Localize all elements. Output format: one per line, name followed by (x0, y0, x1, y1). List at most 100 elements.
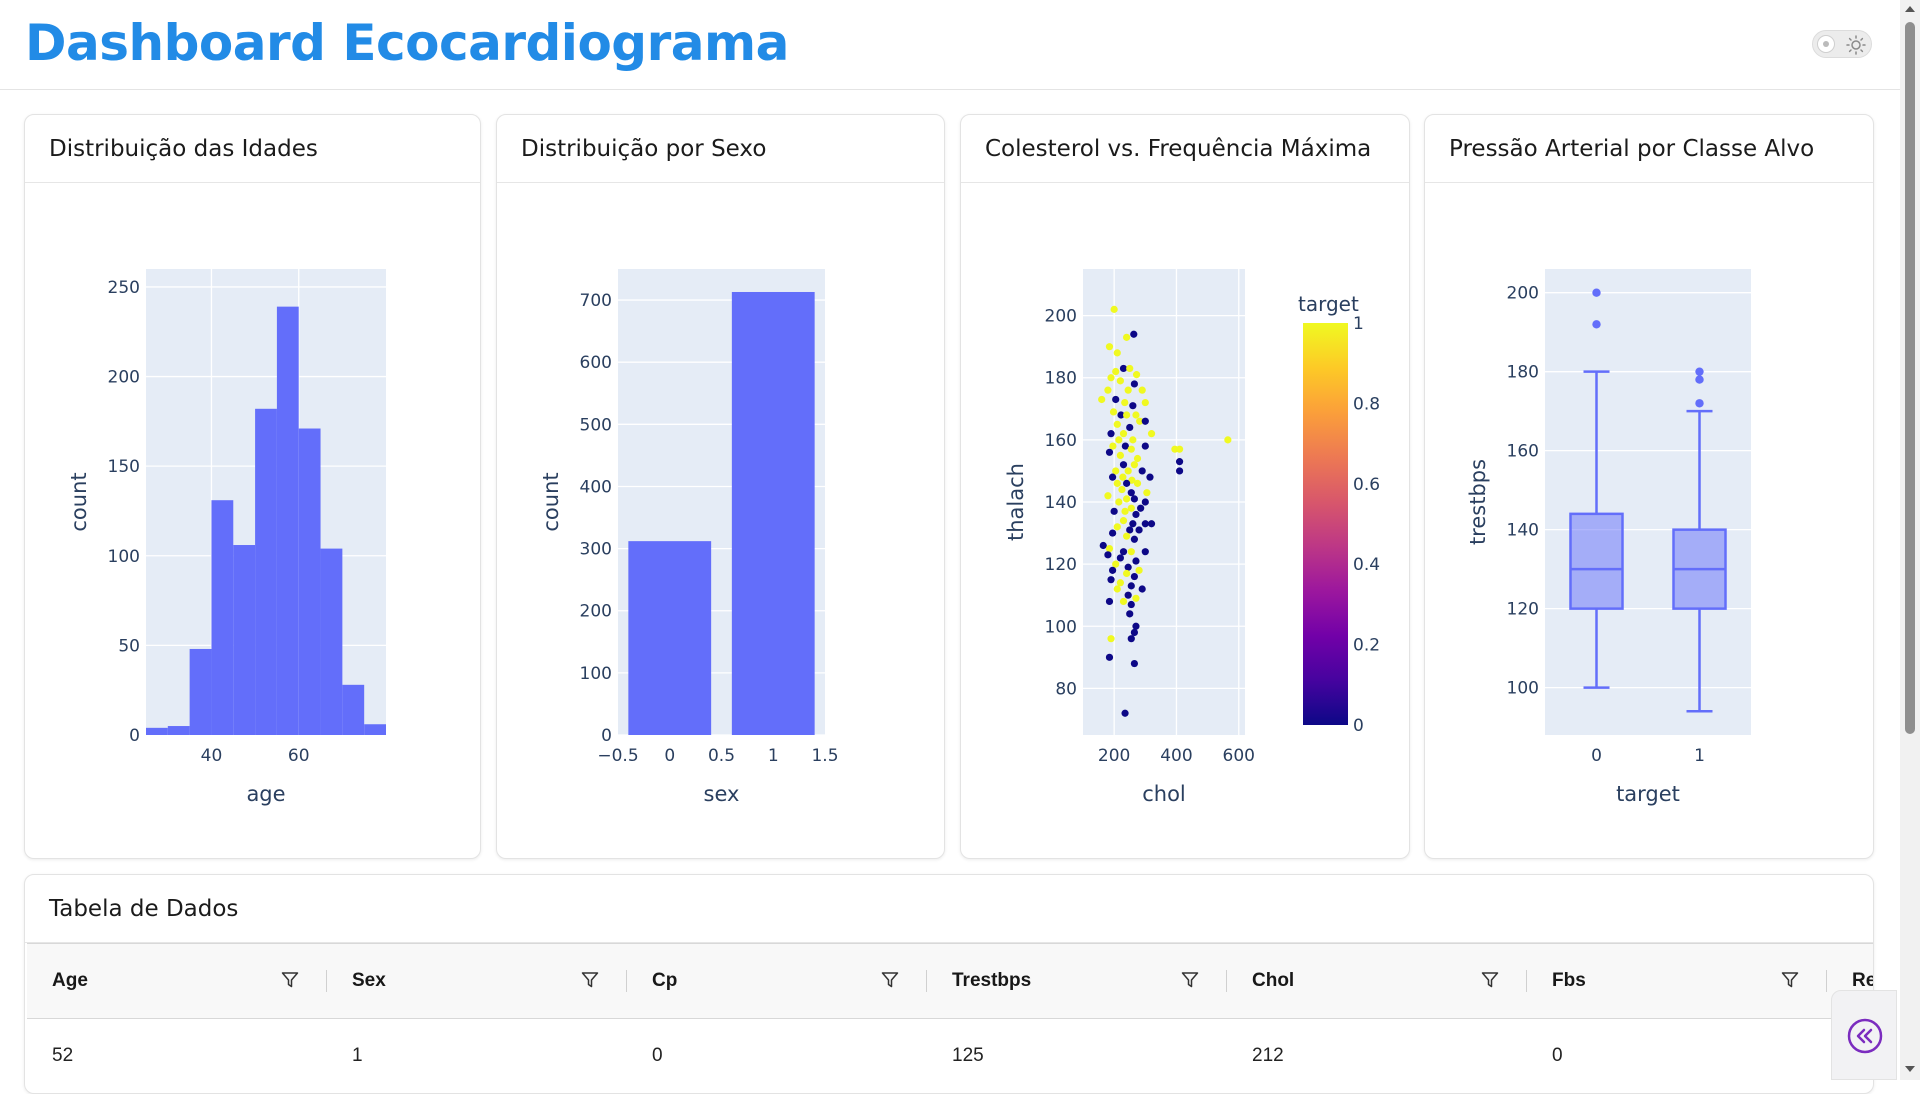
outlier-point (1592, 288, 1601, 297)
page-scrollbar[interactable] (1900, 0, 1920, 1080)
blood-pressure-card: Pressão Arterial por Classe Alvo 100 120 1… (1424, 114, 1874, 859)
scatter-point (1123, 333, 1131, 341)
colorbar-tick-label: 0.6 (1353, 475, 1380, 495)
scatter-point (1113, 585, 1121, 593)
x-axis-label: sex (704, 782, 740, 806)
sun-icon (1846, 35, 1866, 55)
age-histogram-chart[interactable]: 0 50 100 150 200 250 age count 40 60 (25, 183, 480, 858)
y-tick-label: 50 (118, 636, 140, 656)
scatter-point (1116, 554, 1124, 562)
histogram-bar (320, 548, 343, 735)
theme-toggle[interactable] (1812, 30, 1872, 58)
filter-icon[interactable] (1481, 971, 1499, 989)
trestbps-box-chart[interactable]: 100 120 140 160 180 200 target trestbps 0 1 (1425, 183, 1873, 858)
scatter-point (1115, 498, 1123, 506)
filter-icon[interactable] (881, 971, 899, 989)
scatter-point (1133, 454, 1142, 463)
scatter-point (1127, 582, 1135, 590)
filter-icon[interactable] (281, 971, 299, 989)
column-header-sex[interactable]: Sex (327, 944, 627, 1018)
scatter-point (1105, 448, 1114, 456)
y-tick-label: 200 (1507, 284, 1539, 304)
scatter-point (1141, 520, 1149, 528)
column-header-label: Age (52, 970, 88, 991)
chol-thalach-scatter-chart[interactable]: 80 100 120 140 160 180 200 chol thalach 200 400 600… (961, 183, 1409, 858)
scatter-point (1126, 364, 1134, 373)
filter-icon[interactable] (1181, 971, 1199, 989)
column-header-label: Fbs (1552, 970, 1586, 991)
scatter-point (1129, 520, 1137, 528)
x-tick-label: 400 (1160, 746, 1192, 766)
filter-icon[interactable] (581, 971, 599, 989)
scatter-point (1119, 461, 1128, 469)
scatter-point (1108, 473, 1117, 481)
scatter-point (1123, 569, 1131, 578)
column-header-fbs[interactable]: Fbs (1527, 944, 1827, 1018)
scroll-down-icon[interactable] (1904, 1064, 1916, 1074)
scatter-point (1129, 402, 1137, 410)
scatter-point (1119, 597, 1128, 606)
scatter-point (1130, 330, 1138, 338)
scatter-point (1119, 473, 1127, 481)
column-header-chol[interactable]: Chol (1227, 944, 1527, 1018)
scatter-point (1112, 467, 1120, 475)
colorbar-tick-label: 1 (1353, 314, 1364, 334)
y-tick-label: 120 (1507, 600, 1539, 620)
column-header-cp[interactable]: Cp (627, 944, 927, 1018)
scatter-point (1121, 507, 1129, 515)
x-tick-label: 0 (664, 746, 675, 766)
x-tick-label: 0 (1591, 746, 1602, 766)
scatter-point (1127, 504, 1135, 512)
scatter-point (1123, 532, 1131, 540)
scatter-point (1107, 635, 1115, 643)
table-cell: 52 (52, 1045, 74, 1066)
y-tick-label: 160 (1045, 431, 1077, 451)
column-separator[interactable] (1226, 970, 1227, 992)
toggle-knob (1817, 35, 1835, 53)
scatter-point (1141, 417, 1149, 425)
y-axis-label: count (539, 472, 563, 531)
y-tick-label: 120 (1045, 555, 1077, 575)
column-separator[interactable] (326, 970, 327, 992)
column-header-trestbps[interactable]: Trestbps (927, 944, 1227, 1018)
scatter-point (1112, 367, 1120, 376)
scatter-point (1110, 305, 1118, 313)
column-separator[interactable] (926, 970, 927, 992)
scatter-point (1116, 579, 1124, 587)
scatter-point (1130, 535, 1139, 543)
collapse-panel-button[interactable] (1831, 990, 1897, 1080)
scatter-point (1126, 610, 1134, 618)
column-separator[interactable] (1826, 970, 1827, 992)
filter-icon[interactable] (1781, 971, 1799, 989)
column-header-label: Re (1852, 970, 1874, 991)
table-cell: 0 (1552, 1045, 1563, 1066)
scatter-point (1104, 492, 1112, 500)
histogram-bar (167, 726, 190, 735)
column-separator[interactable] (1526, 970, 1527, 992)
scrollbar-thumb[interactable] (1905, 22, 1915, 734)
scatter-point (1124, 591, 1132, 599)
scatter-point (1175, 467, 1184, 475)
y-tick-label: 140 (1507, 521, 1539, 541)
scatter-point (1107, 430, 1115, 438)
scatter-point (1147, 430, 1156, 438)
column-separator[interactable] (626, 970, 627, 992)
scatter-point (1143, 489, 1151, 497)
scroll-up-icon[interactable] (1904, 4, 1916, 14)
scatter-point (1127, 489, 1135, 497)
histogram-bar (298, 428, 321, 735)
colorbar (1303, 323, 1348, 725)
scatter-point (1123, 479, 1131, 487)
column-header-age[interactable]: Age (27, 944, 327, 1018)
x-tick-label: 0.5 (708, 746, 735, 766)
y-tick-label: 200 (580, 602, 612, 622)
scatter-point (1108, 529, 1117, 537)
scatter-point (1112, 560, 1120, 568)
column-header-restecg[interactable]: Re (1827, 944, 1874, 1018)
page-title: Dashboard Ecocardiograma (25, 14, 789, 72)
age-distribution-card: Distribuição das Idades 0 50 100 150 200 250 a… (24, 114, 481, 859)
scatter-point (1141, 398, 1149, 407)
scatter-point (1224, 436, 1232, 444)
y-tick-label: 0 (129, 726, 140, 746)
